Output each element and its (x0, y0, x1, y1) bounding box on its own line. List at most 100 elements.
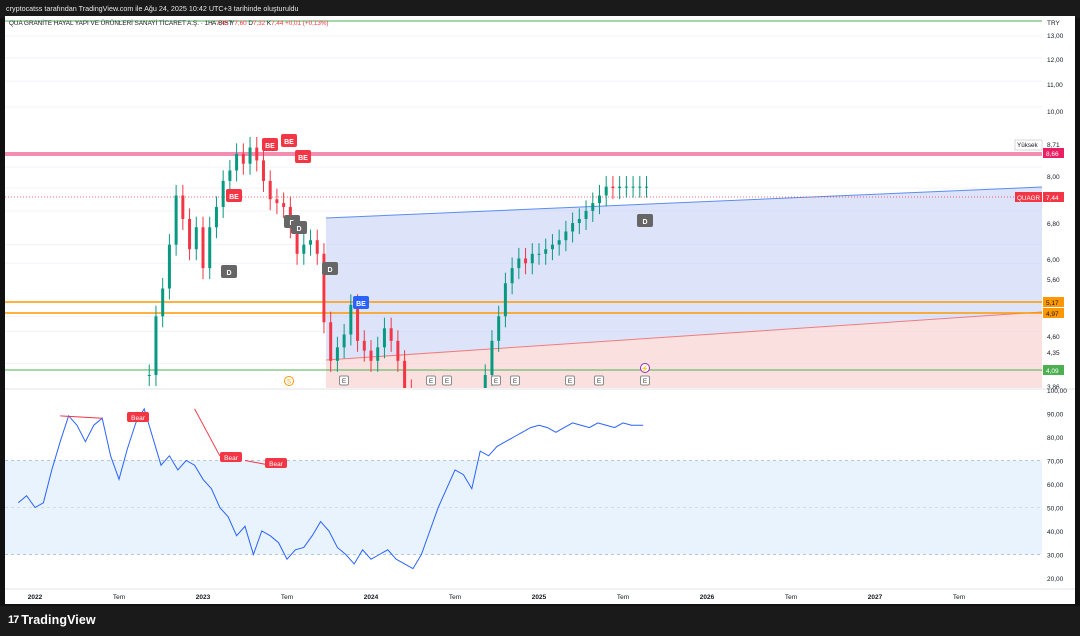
candle-body (369, 350, 373, 361)
time-tick: Tem (785, 594, 797, 601)
level-tag-866-text: 8,66 (1046, 151, 1059, 158)
level-tag-409-bg (1043, 365, 1064, 375)
price-tick: 6,80 (1047, 221, 1060, 228)
candle-body (228, 170, 232, 181)
candle-body (604, 186, 608, 196)
marker-e: E (339, 375, 349, 386)
candle-body (517, 258, 521, 269)
marker-be-text: BE (298, 155, 308, 162)
marker-be-text: BE (229, 194, 239, 201)
ohlc-readout: A7,45 Y7,60 D7,32 K7,44 +0,01 (+0,13%) (212, 20, 329, 27)
time-tick: 2023 (196, 594, 211, 601)
time-tick: Tem (113, 594, 125, 601)
candle-body (557, 240, 561, 245)
currency-label: TRY (1047, 20, 1061, 27)
candle-body (261, 160, 265, 181)
candle-body (241, 153, 245, 164)
candle-body (349, 304, 353, 335)
candle-body (167, 244, 171, 289)
level-tag-497-bg (1043, 308, 1064, 318)
candle-body (181, 195, 185, 219)
marker-flash: ⚡ (640, 363, 650, 373)
marker-be-blue-text: BE (356, 301, 366, 308)
candle-body (464, 406, 467, 423)
candle-body (477, 406, 480, 407)
bear-label: Bear (127, 412, 149, 422)
candle-body (161, 288, 165, 317)
candle-body (530, 253, 534, 264)
level-tag-517-text: 5,17 (1046, 300, 1059, 307)
time-tick: Tem (617, 594, 629, 601)
candle-body (268, 180, 272, 200)
marker-e: E (442, 375, 452, 386)
candle-body (423, 414, 426, 423)
candle-body (437, 414, 440, 423)
candle-body (564, 231, 568, 241)
tradingview-logo[interactable]: 17 TradingView (8, 613, 96, 627)
candle-body (174, 195, 178, 245)
marker-d-text: D (296, 226, 301, 233)
level-label-high-box (1014, 139, 1043, 151)
price-tick: 6,00 (1047, 257, 1060, 264)
marker-e: E (426, 375, 436, 386)
candle-body (221, 180, 225, 207)
level-tag-quagr-name: QUAGR (1017, 195, 1041, 202)
rsi-tick: 100,00 (1047, 388, 1067, 395)
candle-body (417, 406, 420, 414)
price-tick: 11,00 (1047, 82, 1063, 89)
candle-body (389, 328, 393, 341)
level-tag-last-text: 7,44 (1046, 195, 1059, 202)
candle-body (315, 240, 319, 254)
candle-body (470, 406, 473, 407)
level-tag-517: 5,17 (1043, 297, 1064, 307)
candle-body (618, 186, 622, 189)
level-tag-quagr: QUAGR (1015, 192, 1042, 202)
candle-body (282, 203, 286, 207)
time-tick: Tem (281, 594, 293, 601)
candle-body (631, 186, 635, 188)
bear-label-bg (265, 458, 287, 468)
marker-d: D (637, 214, 653, 227)
rsi-tick: 70,00 (1047, 459, 1064, 466)
rsi-tick: 90,00 (1047, 412, 1064, 419)
time-tick: 2025 (532, 594, 547, 601)
marker-e-text: E (429, 378, 434, 385)
marker-e: E (565, 375, 575, 386)
tradingview-logo-text: TradingView (21, 613, 96, 627)
candle-body (403, 360, 407, 388)
candle-body (275, 199, 279, 204)
candle-body (188, 218, 192, 250)
marker-e-text: E (342, 378, 347, 385)
candle-body (410, 390, 413, 406)
marker-be-blue: BE (353, 296, 369, 309)
candle-body (450, 406, 453, 414)
marker-s-circle (284, 376, 294, 386)
marker-e-text: E (568, 378, 573, 385)
marker-e-text: E (494, 378, 499, 385)
candle-body (201, 227, 205, 269)
marker-d-bg (221, 265, 237, 278)
marker-e-box (339, 375, 349, 386)
candle-body (430, 423, 433, 424)
level-tag-409-text: 4,09 (1046, 368, 1059, 375)
candle-body (524, 258, 528, 264)
level-tag-last-bg (1043, 192, 1064, 202)
candle-body (235, 153, 239, 171)
marker-be-text: BE (265, 143, 275, 150)
marker-d-text: D (226, 270, 231, 277)
marker-be: BE (226, 189, 242, 202)
marker-e-text: E (597, 378, 602, 385)
time-tick: 2022 (28, 594, 43, 601)
upper-trend-line (325, 186, 1042, 219)
bear-label-text: Bear (224, 455, 239, 462)
marker-be: BE (262, 138, 278, 151)
level-tag-497-text: 4,97 (1046, 311, 1059, 318)
rsi-tick: 20,00 (1047, 576, 1064, 583)
marker-e: E (640, 375, 650, 386)
rsi-line (17, 407, 644, 570)
candle-body (483, 375, 487, 388)
marker-e-box (442, 375, 452, 386)
price-tick: 4,35 (1047, 350, 1060, 357)
bottom-bar (0, 606, 1080, 636)
